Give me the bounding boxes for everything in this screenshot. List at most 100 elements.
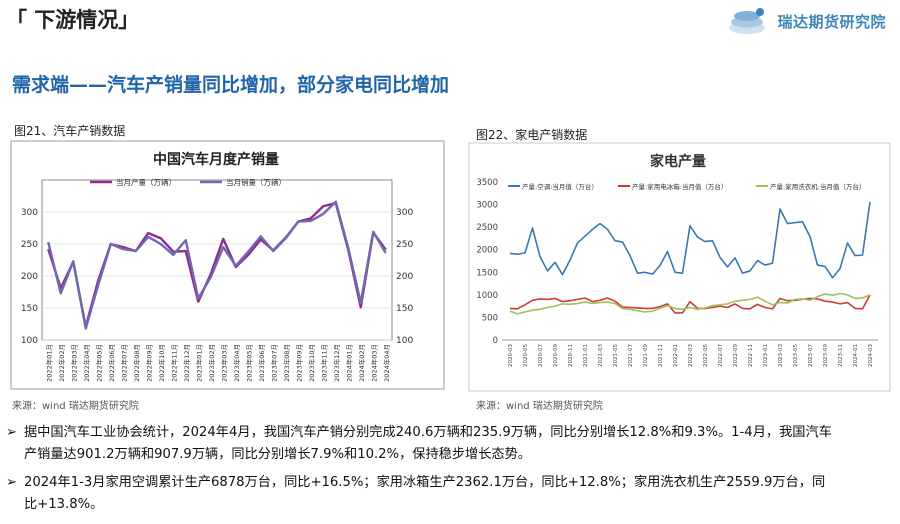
appliance-xtick: 2022-03 — [688, 344, 694, 367]
appliance-chart: 家电产量 0 500 1000 1500 2000 2500 3000 3500 2020-03… — [468, 142, 891, 392]
car-ytick-left: 100 — [21, 336, 38, 346]
appliance-xtick: 2021-01 — [583, 344, 589, 367]
appliance-xtick: 2020-03 — [508, 344, 514, 367]
car-xtick: 2023年07月 — [269, 344, 278, 382]
appliance-ytick: 1500 — [476, 268, 498, 278]
appliance-xtick: 2023-05 — [793, 344, 799, 367]
car-ytick-left: 250 — [21, 240, 38, 250]
appliance-xtick: 2023-03 — [778, 344, 784, 367]
car-ytick-left: 200 — [21, 272, 38, 282]
car-xtick: 2022年10月 — [157, 344, 166, 382]
bullet-2-arrow: ➢ — [6, 475, 18, 490]
car-xtick: 2023年11月 — [319, 344, 328, 382]
appliance-xtick: 2023-11 — [838, 344, 844, 367]
car-xtick: 2023年12月 — [332, 344, 341, 382]
bullet-2-line-2: 比+13.8%。 — [24, 497, 104, 512]
appliance-xtick: 2023-09 — [823, 344, 829, 367]
car-xtick: 2022年07月 — [119, 344, 128, 382]
car-legend-label: 当月销量（万辆） — [226, 177, 286, 187]
appliance-ytick: 2500 — [476, 223, 498, 233]
appliance-ytick: 3500 — [476, 178, 498, 188]
car-xtick: 2023年05月 — [244, 344, 253, 382]
appliance-ytick: 3000 — [476, 201, 498, 211]
car-xtick: 2023年04月 — [232, 344, 241, 382]
car-xtick: 2023年08月 — [282, 344, 291, 382]
car-xtick: 2023年06月 — [257, 344, 266, 382]
car-xtick: 2024年01月 — [344, 344, 353, 382]
appliance-xtick: 2022-07 — [718, 344, 724, 367]
car-ytick-right: 300 — [396, 208, 413, 218]
appliance-legend-label: 产量:家用洗衣机:当月值（万台） — [770, 182, 865, 191]
fridge-line — [509, 294, 871, 314]
source-left: 来源：wind 瑞达期货研究院 — [12, 401, 139, 412]
logo-icon — [729, 8, 766, 34]
car-xtick: 2023年02月 — [207, 344, 216, 382]
car-legend-label: 当月产量（万辆） — [116, 177, 176, 187]
car-xtick: 2022年08月 — [132, 344, 141, 382]
appliance-xtick: 2023-01 — [763, 344, 769, 367]
appliance-xtick: 2021-09 — [643, 344, 649, 367]
car-xtick: 2022年05月 — [94, 344, 103, 382]
bullet-1-line-1: 据中国汽车工业协会统计，2024年4月，我国汽车产销分别完成240.6万辆和23… — [24, 425, 832, 440]
car-xtick: 2022年04月 — [82, 344, 91, 382]
headline: 需求端——汽车产销量同比增加，部分家电同比增加 — [12, 74, 450, 96]
car-sales-line — [47, 200, 387, 330]
car-chart-frame — [10, 140, 445, 390]
appliance-legend-label: 产量:家用电冰箱:当月值（万台） — [632, 182, 727, 191]
appliance-legend-label: 产量:空调:当月值（万台） — [522, 182, 598, 191]
bullet-2-line-1: 2024年1-3月家用空调累计生产6878万台，同比+16.5%；家用冰箱生产2… — [24, 475, 826, 490]
car-chart-title: 中国汽车月度产销量 — [153, 151, 279, 168]
car-xtick: 2022年09月 — [144, 344, 153, 382]
source-right: 来源：wind 瑞达期货研究院 — [476, 401, 603, 412]
appliance-xtick: 2023-07 — [808, 344, 814, 367]
car-xtick: 2024年03月 — [369, 344, 378, 382]
car-xtick: 2022年01月 — [44, 344, 53, 382]
appliance-xtick: 2020-05 — [523, 344, 529, 367]
car-xtick: 2024年02月 — [357, 344, 366, 382]
car-xtick: 2023年03月 — [219, 344, 228, 382]
appliance-chart-plot: 0 500 1000 1500 2000 2500 3000 3500 2020-03 2020-… — [476, 178, 878, 367]
car-xtick: 2022年02月 — [57, 344, 66, 382]
appliance-xtick: 2024-03 — [868, 344, 874, 367]
car-xtick: 2024年04月 — [382, 344, 391, 382]
car-chart-svg: 中国汽车月度产销量 100 100 150 150 200 200 250 250 300 300… — [10, 140, 445, 390]
car-xtick: 2022年11月 — [169, 344, 178, 382]
fig21-label: 图21、汽车产销数据 — [14, 124, 126, 138]
car-xtick: 2022年03月 — [69, 344, 78, 382]
appliance-xtick: 2022-01 — [673, 344, 679, 367]
appliance-xtick: 2022-05 — [703, 344, 709, 367]
appliance-xtick: 2024-01 — [853, 344, 859, 367]
appliance-xtick: 2020-11 — [568, 344, 574, 367]
logo: 瑞达期货研究院 — [725, 6, 886, 36]
car-chart: 中国汽车月度产销量 100 100 150 150 200 200 250 250 300 300… — [10, 140, 445, 390]
car-ytick-right: 100 — [396, 336, 413, 346]
car-xtick: 2022年06月 — [107, 344, 116, 382]
car-ytick-right: 150 — [396, 304, 413, 314]
logo-text: 瑞达期货研究院 — [777, 12, 886, 31]
appliance-ytick: 500 — [482, 313, 498, 323]
car-xtick: 2023年10月 — [307, 344, 316, 382]
aircon-line — [509, 201, 871, 279]
car-ytick-left: 150 — [21, 304, 38, 314]
appliance-xtick: 2020-07 — [538, 344, 544, 367]
bullet-1-line-2: 产销量达901.2万辆和907.9万辆，同比分别增长7.9%和10.2%，保持稳… — [24, 447, 531, 462]
appliance-xtick: 2021-03 — [598, 344, 604, 367]
appliance-ytick: 2000 — [476, 246, 498, 256]
car-xtick: 2023年01月 — [194, 344, 203, 382]
car-chart-plot: 100 100 150 150 200 200 250 250 300 300 2022年01月 20… — [21, 177, 414, 382]
appliance-xtick: 2022-09 — [733, 344, 739, 367]
appliance-xtick: 2021-05 — [613, 344, 619, 367]
appliance-xtick: 2021-07 — [628, 344, 634, 367]
appliance-chart-svg: 家电产量 0 500 1000 1500 2000 2500 3000 3500 2020-03… — [468, 142, 891, 392]
appliance-xtick: 2022-11 — [748, 344, 754, 367]
appliance-xtick: 2020-09 — [553, 344, 559, 367]
car-xtick: 2022年12月 — [182, 344, 191, 382]
section-title: 「 下游情况」 — [6, 8, 140, 32]
car-ytick-right: 250 — [396, 240, 413, 250]
bullet-1-arrow: ➢ — [6, 425, 18, 440]
fig22-label: 图22、家电产销数据 — [476, 128, 588, 142]
car-ytick-right: 200 — [396, 272, 413, 282]
washer-line — [509, 292, 871, 315]
appliance-chart-title: 家电产量 — [650, 153, 706, 170]
appliance-xtick: 2021-11 — [658, 344, 664, 367]
